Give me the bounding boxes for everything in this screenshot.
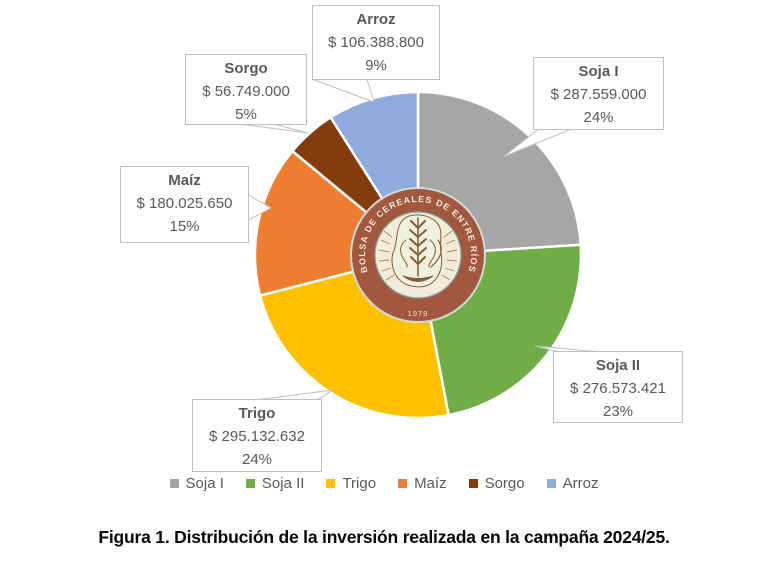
callout-value: $ 56.749.000 [202,83,290,100]
legend-marker [326,479,336,488]
legend-item-arroz: Arroz [546,475,599,492]
legend-item-sorgo: Sorgo [468,475,525,492]
legend-label: Soja II [261,475,305,492]
callout-percent: 23% [602,403,634,420]
legend-label: Sorgo [484,475,525,492]
callout-percent: 15% [169,218,200,235]
callout-sorgo: Sorgo $ 56.749.000 5% [185,54,307,125]
callout-value: $ 180.025.650 [136,195,233,212]
legend-item-trigo: Trigo [326,475,376,492]
legend-label: Trigo [342,475,377,492]
badge-map [391,214,443,288]
figure-caption: Figura 1. Distribución de la inversión r… [98,527,670,547]
callout-trigo: Trigo $ 295.132.632 24% [192,399,322,472]
callout-percent: 24% [583,109,614,126]
callout-soja-i: Soja I $ 287.559.000 24% [533,57,664,130]
callout-title: Trigo [238,405,276,422]
callout-pointers [242,79,597,400]
legend: Soja I Soja II Trigo Maíz Sorgo Arroz [0,475,768,492]
callout-title: Arroz [356,11,396,28]
callout-value: $ 276.573.421 [570,380,666,397]
legend-marker [169,479,179,488]
pie-chart: BOLSA DE CEREALES DE ENTRE RÍOS · 1979 · [242,79,597,420]
legend-marker [245,479,255,488]
callout-soja-ii: Soja II $ 276.573.421 23% [553,351,683,423]
callout-value: $ 106.388.800 [328,34,424,51]
legend-marker [546,479,556,488]
callout-title: Soja II [595,357,641,374]
legend-item-soja-ii: Soja II [245,475,305,492]
callout-maiz: Maíz $ 180.025.650 15% [120,166,249,243]
badge-wheat-icon [400,217,442,282]
legend-marker [398,479,408,488]
legend-item-soja-i: Soja I [169,475,224,492]
legend-marker [468,479,478,488]
callout-pointer-arroz [312,79,375,103]
callout-title: Sorgo [224,60,268,77]
badge-year-text: · 1979 · [401,309,435,318]
callout-percent: 24% [241,451,273,468]
callout-percent: 9% [365,57,387,74]
callout-value: $ 287.559.000 [550,86,647,103]
callout-title: Soja I [578,63,619,80]
legend-label: Arroz [562,475,599,492]
badge-rays [378,230,458,281]
callout-arroz: Arroz $ 106.388.800 9% [312,5,440,80]
center-logo-badge: BOLSA DE CEREALES DE ENTRE RÍOS · 1979 · [350,187,486,323]
callout-title: Maíz [168,172,201,189]
callout-value: $ 295.132.632 [209,428,305,445]
legend-item-maíz: Maíz [398,475,447,492]
legend-label: Maíz [414,475,447,492]
callout-percent: 5% [235,106,257,123]
legend-label: Soja I [185,475,224,492]
